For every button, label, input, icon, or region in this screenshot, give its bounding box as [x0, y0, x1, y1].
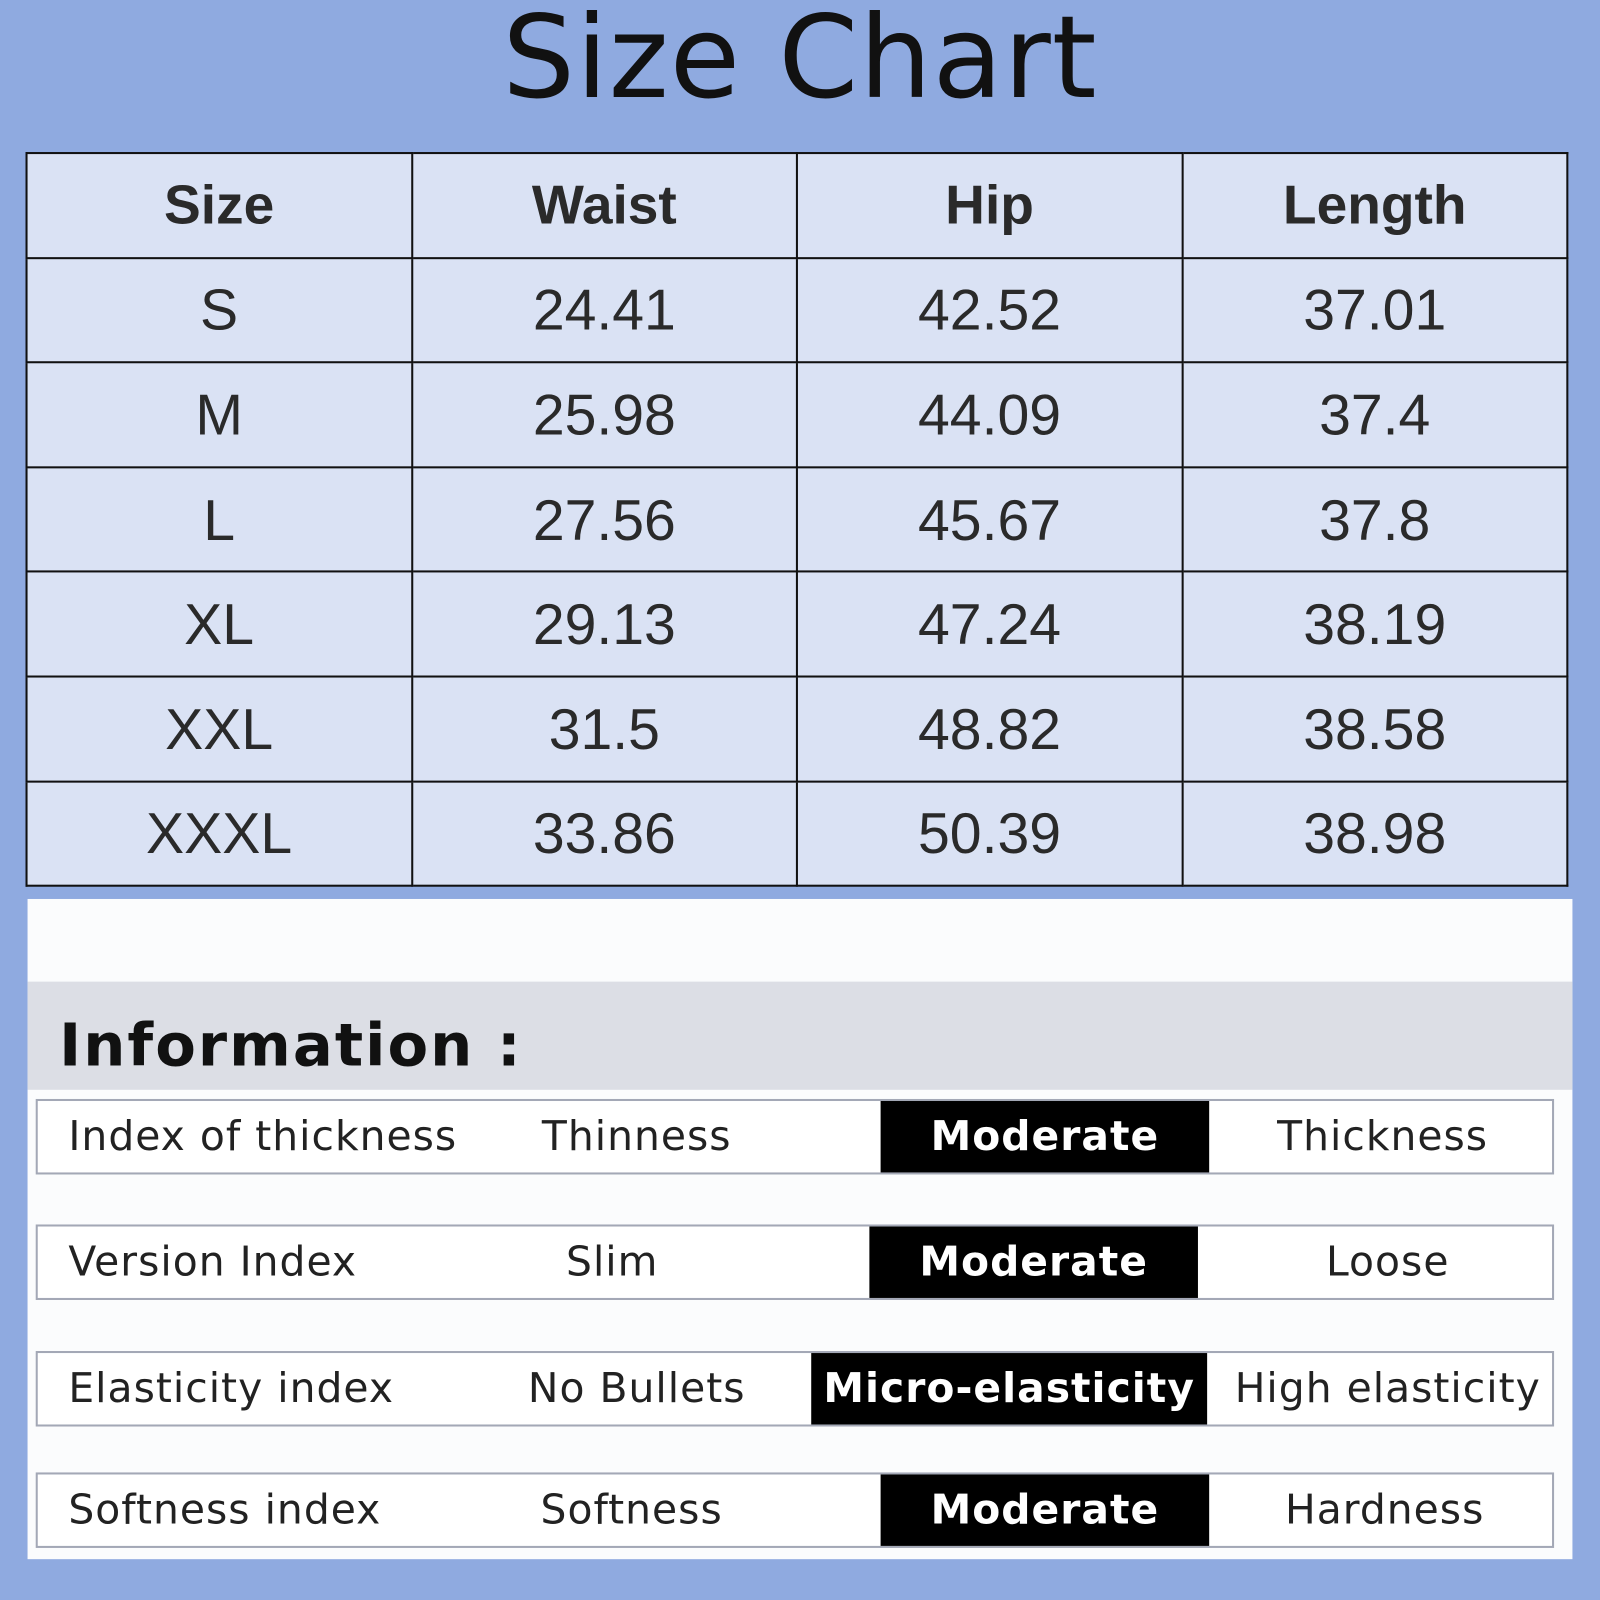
cell-size: M: [25, 361, 413, 469]
option-low: Softness: [540, 1486, 723, 1534]
page-title: Size Chart: [502, 0, 1098, 125]
option-low: Slim: [566, 1238, 659, 1286]
info-row-thickness: Index of thickness Thinness Moderate Thi…: [35, 1098, 1555, 1175]
cell-hip: 42.52: [795, 256, 1184, 364]
option-selected: Moderate: [880, 1101, 1210, 1173]
cell-size: XL: [25, 570, 413, 678]
cell-hip: 48.82: [795, 675, 1184, 783]
cell-waist: 27.56: [410, 466, 798, 573]
row-label: Elasticity index: [68, 1365, 395, 1413]
option-low: Thinness: [541, 1113, 732, 1161]
row-label: Version Index: [68, 1238, 358, 1286]
cell-waist: 24.41: [410, 256, 798, 364]
option-selected: Moderate: [880, 1474, 1210, 1546]
table-header-row: Size Waist Hip Length: [25, 152, 1569, 259]
cell-hip: 45.67: [795, 466, 1184, 573]
info-row-elasticity: Elasticity index No Bullets Micro-elasti…: [35, 1351, 1555, 1427]
cell-hip: 50.39: [795, 780, 1184, 887]
option-selected: Micro-elasticity: [811, 1353, 1208, 1425]
table-row: L 27.56 45.67 37.8: [25, 466, 1569, 573]
header-waist: Waist: [410, 152, 798, 259]
option-high: Loose: [1326, 1238, 1450, 1286]
info-heading-band: [27, 981, 1573, 1090]
table-row: XXL 31.5 48.82 38.58: [25, 675, 1569, 783]
table-row: M 25.98 44.09 37.4: [25, 361, 1569, 469]
option-high: High elasticity: [1234, 1365, 1541, 1413]
info-row-softness: Softness index Softness Moderate Hardnes…: [35, 1472, 1555, 1548]
header-size: Size: [25, 152, 413, 259]
cell-waist: 29.13: [410, 570, 798, 678]
cell-length: 37.01: [1181, 256, 1569, 364]
header-length: Length: [1181, 152, 1569, 259]
cell-waist: 31.5: [410, 675, 798, 783]
header-hip: Hip: [795, 152, 1184, 259]
size-table: Size Waist Hip Length S 24.41 42.52 37.01 M 2…: [25, 152, 1569, 887]
info-heading: Information :: [59, 1010, 523, 1080]
cell-size: XXXL: [25, 780, 413, 887]
cell-length: 38.58: [1181, 675, 1569, 783]
option-selected: Moderate: [869, 1226, 1198, 1298]
table-row: XXXL 33.86 50.39 38.98: [25, 780, 1569, 887]
row-label: Index of thickness: [68, 1113, 458, 1161]
cell-length: 38.19: [1181, 570, 1569, 678]
cell-size: XXL: [25, 675, 413, 783]
row-label: Softness index: [68, 1486, 382, 1534]
info-row-version: Version Index Slim Moderate Loose: [35, 1224, 1555, 1300]
cell-size: S: [25, 256, 413, 364]
cell-length: 38.98: [1181, 780, 1569, 887]
cell-hip: 44.09: [795, 361, 1184, 469]
option-low: No Bullets: [527, 1365, 746, 1413]
cell-hip: 47.24: [795, 570, 1184, 678]
option-high: Hardness: [1285, 1486, 1485, 1534]
table-row: S 24.41 42.52 37.01: [25, 256, 1569, 364]
cell-waist: 25.98: [410, 361, 798, 469]
cell-waist: 33.86: [410, 780, 798, 887]
cell-length: 37.4: [1181, 361, 1569, 469]
option-high: Thickness: [1277, 1113, 1489, 1161]
table-row: XL 29.13 47.24 38.19: [25, 570, 1569, 678]
cell-length: 37.8: [1181, 466, 1569, 573]
cell-size: L: [25, 466, 413, 573]
